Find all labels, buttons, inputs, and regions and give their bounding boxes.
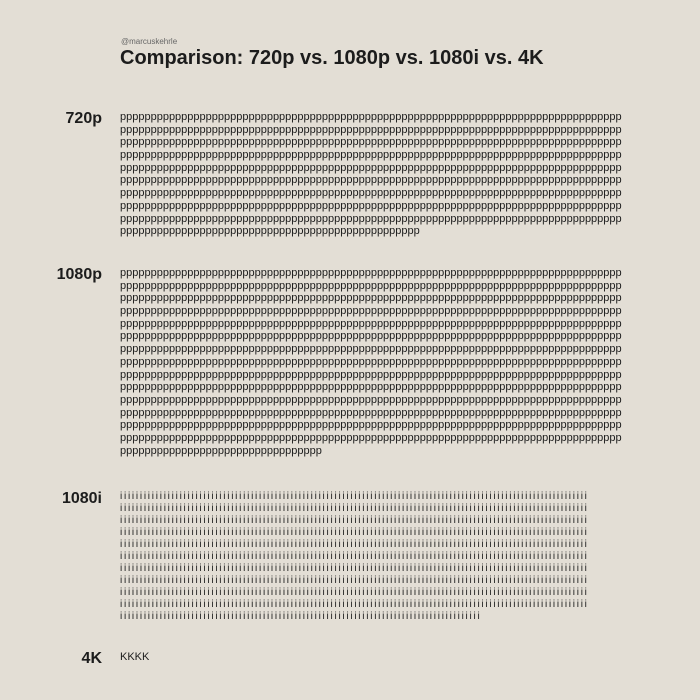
text-line: iiiiiiiiiiiiiiiiiiiiiiiiiiiiiiiiiiiiiiii… [120, 599, 589, 610]
text-line: pppppppppppppppppppppppppppppppppppppppp… [120, 136, 622, 149]
text-line: iiiiiiiiiiiiiiiiiiiiiiiiiiiiiiiiiiiiiiii… [120, 491, 589, 502]
text-line: pppppppppppppppppppppppppppppppppppppppp… [120, 330, 622, 343]
text-line: iiiiiiiiiiiiiiiiiiiiiiiiiiiiiiiiiiiiiiii… [120, 539, 589, 550]
text-line: pppppppppppppppppppppppppppppppppppppppp… [120, 317, 622, 330]
text-line: iiiiiiiiiiiiiiiiiiiiiiiiiiiiiiiiiiiiiiii… [120, 587, 589, 598]
text-line: pppppppppppppppppppppppppppppppppppppppp… [120, 393, 622, 406]
text-line: pppppppppppppppppppppppppppppppppppppppp… [120, 199, 622, 212]
section-label: 1080p [56, 266, 102, 283]
text-line: pppppppppppppppppppppppppppppppppppppppp… [120, 123, 622, 136]
text-line: pppppppppppppppppppppppppppppppppppppppp… [120, 187, 622, 200]
text-line: iiiiiiiiiiiiiiiiiiiiiiiiiiiiiiiiiiiiiiii… [120, 575, 589, 586]
text-block: iiiiiiiiiiiiiiiiiiiiiiiiiiiiiiiiiiiiiiii… [120, 491, 589, 623]
text-line: pppppppppppppppppppppppppppppppppppppppp… [120, 292, 622, 305]
text-line: KKKK [120, 651, 150, 663]
text-line: pppppppppppppppppppppppppppppppppppppppp… [120, 225, 420, 238]
text-block: KKKK [120, 651, 149, 664]
text-line: pppppppppppppppppppppppppppppppppppppppp… [120, 149, 622, 162]
text-line: pppppppppppppppppppppppppppppppppppppppp… [120, 381, 622, 394]
text-line: pppppppppppppppppppppppppppppppppppppppp… [120, 212, 622, 225]
text-line: iiiiiiiiiiiiiiiiiiiiiiiiiiiiiiiiiiiiiiii… [120, 551, 589, 562]
text-line: pppppppppppppppppppppppppppppppppppppppp… [120, 406, 622, 419]
text-line: pppppppppppppppppppppppppppppppppppppppp… [120, 431, 622, 444]
text-line: iiiiiiiiiiiiiiiiiiiiiiiiiiiiiiiiiiiiiiii… [120, 563, 589, 574]
title: Comparison: 720p vs. 1080p vs. 1080i vs.… [120, 47, 544, 69]
text-line: pppppppppppppppppppppppppppppppppppppppp… [120, 343, 622, 356]
text-block: pppppppppppppppppppppppppppppppppppppppp… [120, 111, 622, 238]
section-label: 720p [65, 110, 102, 127]
section-label: 4K [81, 650, 102, 667]
text-line: iiiiiiiiiiiiiiiiiiiiiiiiiiiiiiiiiiiiiiii… [120, 503, 589, 514]
text-line: ppppppppppppppppppppppppppppppppp [120, 444, 322, 457]
text-line: pppppppppppppppppppppppppppppppppppppppp… [120, 419, 622, 432]
handle: @marcuskehrle [121, 37, 178, 46]
text-line: pppppppppppppppppppppppppppppppppppppppp… [120, 368, 622, 381]
text-line: iiiiiiiiiiiiiiiiiiiiiiiiiiiiiiiiiiiiiiii… [120, 515, 589, 526]
text-line: pppppppppppppppppppppppppppppppppppppppp… [120, 305, 622, 318]
text-line: iiiiiiiiiiiiiiiiiiiiiiiiiiiiiiiiiiiiiiii… [120, 611, 482, 622]
text-block: pppppppppppppppppppppppppppppppppppppppp… [120, 267, 622, 457]
text-line: iiiiiiiiiiiiiiiiiiiiiiiiiiiiiiiiiiiiiiii… [120, 527, 589, 538]
text-line: pppppppppppppppppppppppppppppppppppppppp… [120, 161, 622, 174]
text-line: pppppppppppppppppppppppppppppppppppppppp… [120, 279, 622, 292]
text-line: pppppppppppppppppppppppppppppppppppppppp… [120, 355, 622, 368]
text-line: pppppppppppppppppppppppppppppppppppppppp… [120, 174, 622, 187]
section-label: 1080i [61, 490, 102, 507]
text-line: pppppppppppppppppppppppppppppppppppppppp… [120, 111, 622, 123]
text-line: pppppppppppppppppppppppppppppppppppppppp… [120, 267, 622, 279]
